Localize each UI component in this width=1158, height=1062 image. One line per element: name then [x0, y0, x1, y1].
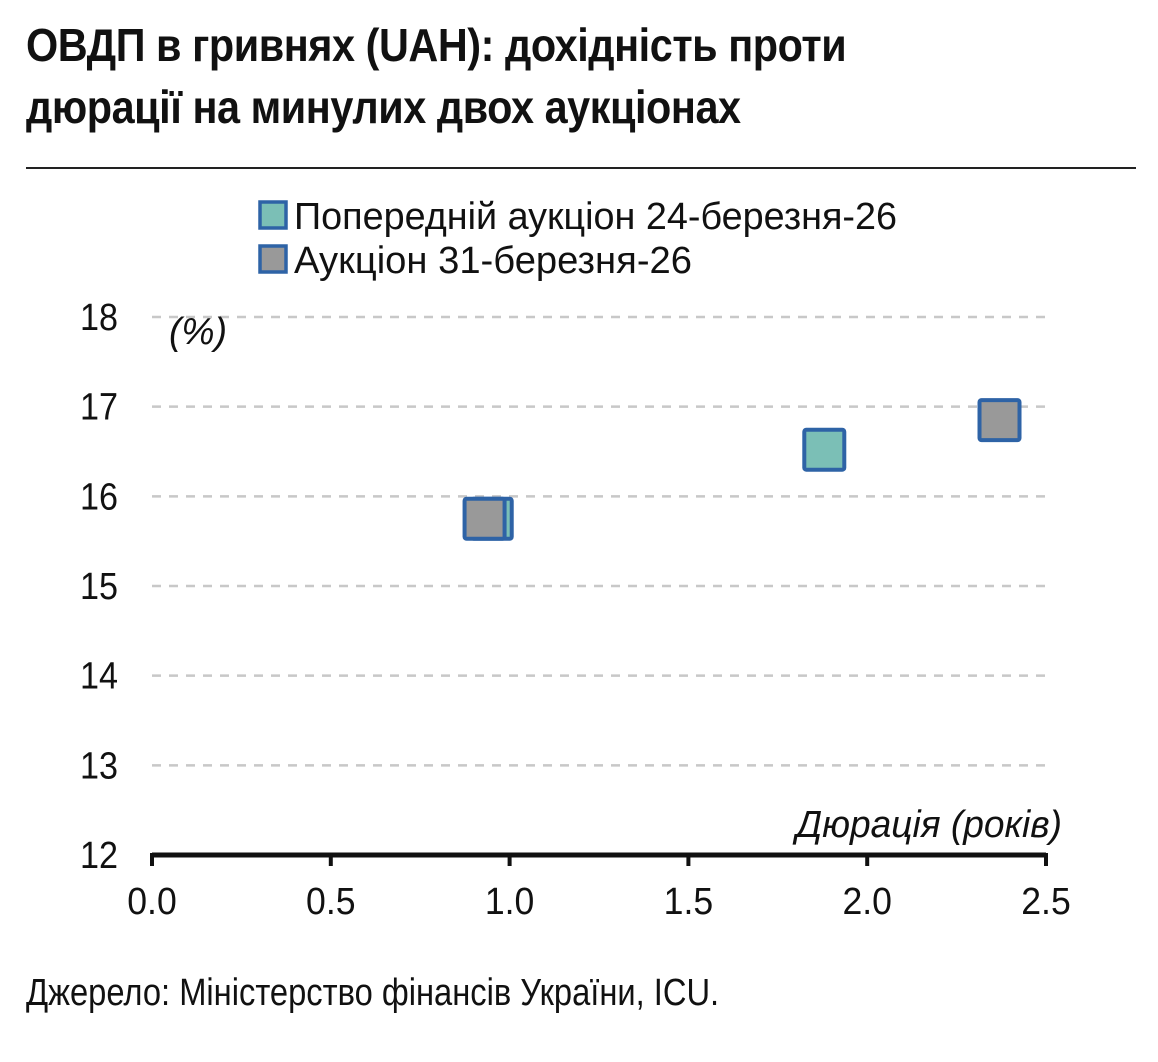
legend-swatch-current	[258, 244, 288, 274]
chart-title-line-2: дюрації на минулих двох аукціонах	[26, 81, 741, 133]
axes: 12 13 14 15 16 17 18 0.0 0.5 1.0 1.5 2.0 2.5 (%) Дюрац…	[80, 297, 1071, 923]
x-tick-label: 0.5	[306, 881, 356, 923]
data-point-current	[462, 496, 507, 541]
data-points	[462, 398, 1022, 541]
legend-label-current: Аукціон 31-березня-26	[294, 240, 692, 282]
y-tick-label: 14	[80, 656, 118, 698]
y-tick-label: 16	[80, 476, 118, 518]
scatter-chart: 12 13 14 15 16 17 18 0.0 0.5 1.0 1.5 2.0 2.5 (%) Дюрац…	[80, 196, 1071, 923]
source-note: Джерело: Міністерство фінансів України, …	[26, 972, 720, 1014]
y-axis-label: (%)	[169, 311, 227, 353]
grid-lines	[152, 315, 1046, 767]
legend: Попередній аукціон 24-березня-26Аукціон …	[258, 196, 897, 282]
x-tick-label: 1.5	[664, 881, 714, 923]
y-tick-label: 12	[80, 835, 118, 877]
x-tick-label: 2.0	[842, 881, 892, 923]
x-tick-label: 0.0	[127, 881, 177, 923]
data-point-current	[977, 398, 1022, 443]
y-tick-label: 15	[80, 566, 118, 608]
x-tick-label: 1.0	[485, 881, 535, 923]
x-axis-label: Дюрація (років)	[792, 804, 1062, 846]
chart-title-line-1: ОВДП в гривнях (UAH): дохідність проти	[26, 19, 847, 71]
data-point-previous	[802, 427, 847, 472]
title-divider	[26, 167, 1136, 169]
x-tick-label: 2.5	[1021, 881, 1071, 923]
y-tick-label: 17	[80, 387, 118, 429]
chart-title: ОВДП в гривнях (UAH): дохідність проти д…	[26, 14, 1025, 138]
y-tick-label: 13	[80, 745, 118, 787]
y-tick-label: 18	[80, 297, 118, 339]
legend-label-previous: Попередній аукціон 24-березня-26	[294, 196, 897, 238]
legend-swatch-previous	[258, 200, 288, 230]
